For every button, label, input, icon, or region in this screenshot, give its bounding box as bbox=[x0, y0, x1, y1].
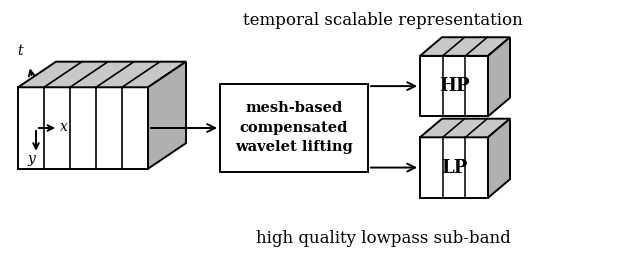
Polygon shape bbox=[420, 37, 510, 56]
Polygon shape bbox=[18, 62, 186, 87]
Polygon shape bbox=[420, 56, 488, 116]
Text: y: y bbox=[28, 152, 36, 166]
Text: HP: HP bbox=[439, 77, 469, 95]
Text: high quality lowpass sub-band: high quality lowpass sub-band bbox=[256, 230, 510, 247]
Text: x: x bbox=[60, 121, 68, 134]
Text: temporal scalable representation: temporal scalable representation bbox=[243, 12, 523, 29]
Polygon shape bbox=[148, 62, 186, 169]
Polygon shape bbox=[18, 87, 148, 169]
Text: LP: LP bbox=[441, 158, 467, 177]
Polygon shape bbox=[488, 37, 510, 116]
Bar bbox=[220, 84, 368, 172]
Polygon shape bbox=[420, 137, 488, 198]
Text: t: t bbox=[18, 44, 23, 58]
Polygon shape bbox=[420, 119, 510, 137]
Polygon shape bbox=[488, 119, 510, 198]
Text: mesh-based
compensated
wavelet lifting: mesh-based compensated wavelet lifting bbox=[235, 101, 353, 155]
